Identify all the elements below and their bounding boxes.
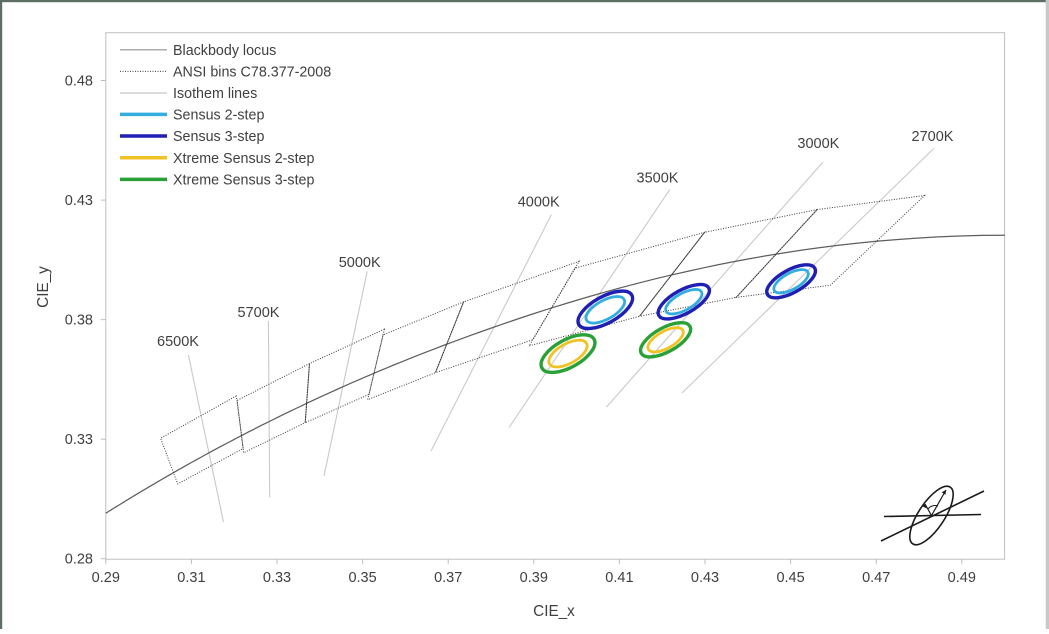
svg-text:5000K: 5000K [339, 255, 381, 271]
svg-text:0.48: 0.48 [65, 74, 93, 90]
svg-text:Sensus 3-step: Sensus 3-step [173, 129, 264, 145]
svg-text:0.41: 0.41 [605, 570, 633, 586]
svg-text:Xtreme Sensus 3-step: Xtreme Sensus 3-step [173, 172, 314, 188]
svg-text:0.49: 0.49 [948, 570, 976, 586]
svg-text:0.39: 0.39 [520, 570, 548, 586]
svg-text:3000K: 3000K [797, 136, 839, 152]
svg-text:0.31: 0.31 [177, 570, 205, 586]
svg-text:0.45: 0.45 [776, 570, 804, 586]
svg-text:2700K: 2700K [912, 129, 954, 145]
svg-text:Sensus 2-step: Sensus 2-step [173, 107, 264, 123]
svg-text:Xtreme Sensus 2-step: Xtreme Sensus 2-step [173, 151, 314, 167]
svg-text:0.29: 0.29 [92, 570, 120, 586]
svg-text:ANSI bins C78.377-2008: ANSI bins C78.377-2008 [173, 64, 331, 80]
svg-text:6500K: 6500K [157, 334, 199, 350]
svg-text:3500K: 3500K [637, 171, 679, 187]
svg-text:0.33: 0.33 [263, 570, 291, 586]
svg-text:0.33: 0.33 [65, 432, 93, 448]
svg-text:4000K: 4000K [518, 195, 560, 211]
svg-text:CIE_x: CIE_x [533, 603, 575, 620]
svg-text:CIE_y: CIE_y [35, 266, 52, 308]
svg-text:0.38: 0.38 [65, 313, 93, 329]
svg-text:0.47: 0.47 [862, 570, 890, 586]
svg-text:0.28: 0.28 [65, 552, 93, 568]
svg-text:0.43: 0.43 [65, 193, 93, 209]
svg-text:0.35: 0.35 [348, 570, 376, 586]
svg-text:0.37: 0.37 [434, 570, 462, 586]
svg-text:Isothem lines: Isothem lines [173, 86, 257, 102]
svg-text:0.43: 0.43 [691, 570, 719, 586]
svg-text:5700K: 5700K [238, 305, 280, 321]
svg-text:Blackbody locus: Blackbody locus [173, 43, 276, 59]
